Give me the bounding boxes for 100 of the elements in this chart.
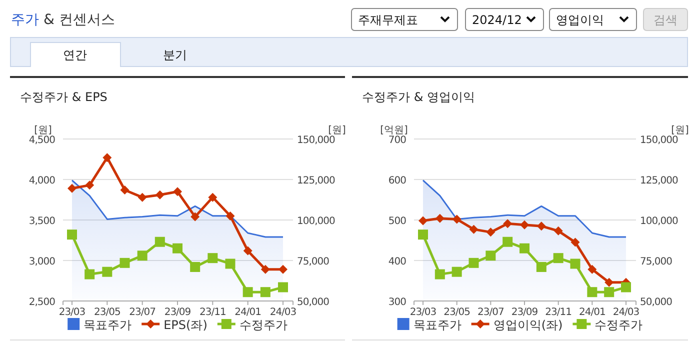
y-tick-label: 3,000 — [28, 256, 56, 268]
y2-tick-label: 150,000 — [640, 135, 678, 146]
point — [520, 220, 529, 230]
point — [68, 184, 76, 193]
y2-tick-label: 50,000 — [640, 297, 672, 308]
point — [67, 230, 77, 240]
x-tick-label: 23/09 — [164, 307, 191, 318]
point — [190, 212, 200, 222]
point — [502, 236, 513, 247]
y-tick-label: 4,500 — [28, 135, 56, 146]
x-tick-label: 23/05 — [444, 307, 470, 318]
text: 2024/12 — [472, 13, 522, 27]
legend-label: 목표주가 — [413, 318, 462, 332]
x-tick-label: 23/07 — [129, 307, 156, 318]
point — [435, 214, 444, 223]
point — [172, 243, 182, 254]
y-axis-title: [원] — [34, 125, 52, 136]
x-tick-label: 23/07 — [478, 307, 504, 318]
point — [587, 287, 598, 298]
point — [621, 282, 631, 292]
point — [452, 214, 462, 224]
x-tick-label: 24/01 — [579, 307, 606, 318]
x-tick-label: 23/03 — [58, 307, 86, 318]
y-tick-label: 400 — [388, 256, 406, 268]
point — [604, 278, 614, 287]
point — [85, 180, 94, 190]
point — [570, 258, 580, 269]
x-tick-label: 23/11 — [200, 307, 226, 318]
point — [486, 228, 496, 237]
y-tick-label: 500 — [388, 216, 406, 227]
point — [84, 269, 95, 280]
point — [278, 264, 288, 274]
y-tick-label: 2,500 — [28, 297, 56, 308]
point — [225, 258, 236, 269]
y2-tick-label: 75,000 — [297, 256, 330, 268]
y-tick-label: 700 — [388, 135, 406, 146]
y-axis-title: [억원] — [380, 125, 408, 136]
text: 주재무제표 — [358, 13, 418, 27]
point — [242, 287, 253, 298]
point — [120, 258, 130, 268]
point — [570, 238, 580, 247]
point — [102, 153, 112, 162]
point — [173, 187, 182, 196]
x-tick-label: 24/03 — [270, 307, 296, 318]
point — [434, 269, 445, 280]
point — [469, 224, 478, 234]
y-tick-label: 4,000 — [28, 176, 56, 186]
point — [520, 243, 530, 254]
legend-label: 수정주가 — [594, 318, 643, 332]
y2-tick-label: 75,000 — [640, 256, 672, 268]
point — [208, 253, 218, 264]
point — [120, 186, 130, 195]
y2-tick-label: 100,000 — [297, 216, 335, 227]
y-tick-label: 600 — [388, 176, 406, 186]
point — [137, 250, 148, 261]
y2-tick-label: 50,000 — [297, 297, 330, 308]
chart-title: 수정주가 & 영업이익 — [362, 90, 475, 104]
y2-tick-label: 125,000 — [297, 176, 335, 186]
text: 영업이익 — [556, 13, 604, 27]
point — [260, 264, 270, 274]
point — [208, 192, 218, 202]
point — [468, 258, 479, 268]
x-tick-label: 23/11 — [545, 307, 572, 318]
point — [418, 230, 428, 240]
point — [554, 226, 563, 236]
text: 검색 — [654, 13, 678, 27]
point — [588, 264, 597, 274]
x-tick-label: 23/05 — [94, 307, 120, 318]
point — [226, 211, 235, 220]
point — [190, 262, 200, 272]
chart-title: 수정주가 & EPS — [20, 90, 108, 104]
legend-label: 수정주가 — [239, 318, 288, 332]
y2-axis-title: [원] — [328, 125, 346, 136]
y-tick-label: 300 — [388, 297, 406, 308]
legend-label: 목표주가 — [84, 318, 132, 332]
point — [452, 266, 462, 277]
point — [154, 236, 165, 247]
point — [243, 246, 252, 256]
point — [155, 190, 164, 200]
text: 분기 — [163, 48, 187, 62]
legend-label: 영업이익(좌) — [493, 318, 563, 332]
x-tick-label: 24/03 — [612, 307, 640, 318]
point — [278, 282, 288, 292]
point — [138, 192, 147, 202]
point — [503, 219, 512, 228]
y2-tick-label: 125,000 — [640, 176, 678, 186]
y2-axis-title: [원] — [671, 125, 689, 136]
y2-tick-label: 100,000 — [640, 216, 678, 227]
point — [102, 266, 112, 277]
x-tick-label: 23/03 — [410, 307, 436, 318]
text: 연간 — [63, 48, 87, 62]
x-tick-label: 24/01 — [234, 307, 262, 318]
point — [553, 253, 564, 264]
x-tick-label: 23/09 — [511, 307, 538, 318]
point — [260, 287, 270, 298]
y-tick-label: 3,500 — [28, 216, 56, 227]
point — [536, 222, 546, 231]
point — [604, 287, 614, 298]
point — [536, 262, 546, 272]
text: 주가 & 컨센서스 — [11, 12, 115, 28]
